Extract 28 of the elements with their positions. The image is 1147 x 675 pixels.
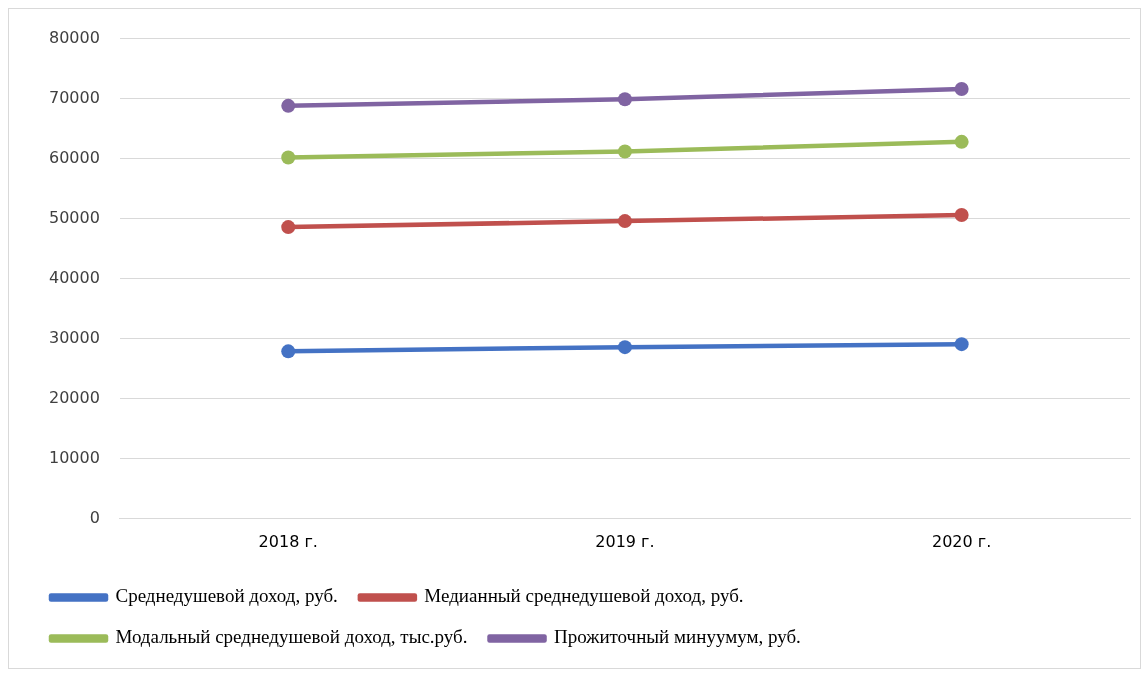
point <box>617 214 632 229</box>
y-tick-label: 50000 <box>48 207 100 227</box>
y-tick-label: 40000 <box>48 267 100 287</box>
x-tick-label: 2019 г. <box>595 531 655 551</box>
y-tick-label: 0 <box>89 507 100 527</box>
point <box>617 144 632 159</box>
legend-label: Модальный среднедушевой доход, тыс.руб. <box>115 626 468 648</box>
point <box>281 150 296 165</box>
y-tick-label: 10000 <box>48 447 100 467</box>
y-tick-label: 60000 <box>48 147 100 167</box>
point <box>617 92 632 107</box>
point <box>954 134 969 149</box>
y-tick-label: 20000 <box>48 387 100 407</box>
y-tick-label: 70000 <box>48 87 100 107</box>
y-tick-label: 80000 <box>48 27 100 47</box>
legend-label: Медианный среднедушевой доход, руб. <box>424 585 744 607</box>
point <box>954 208 969 223</box>
legend-label: Среднедушевой доход, руб. <box>115 585 338 607</box>
point <box>617 340 632 355</box>
point <box>281 344 296 359</box>
point <box>281 98 296 113</box>
y-tick-label: 30000 <box>48 327 100 347</box>
x-tick-label: 2020 г. <box>932 531 992 551</box>
legend-label: Прожиточный минуумум, руб. <box>554 626 801 648</box>
point <box>954 337 969 352</box>
point <box>281 220 296 235</box>
point <box>954 82 969 97</box>
x-tick-label: 2018 г. <box>258 531 318 551</box>
